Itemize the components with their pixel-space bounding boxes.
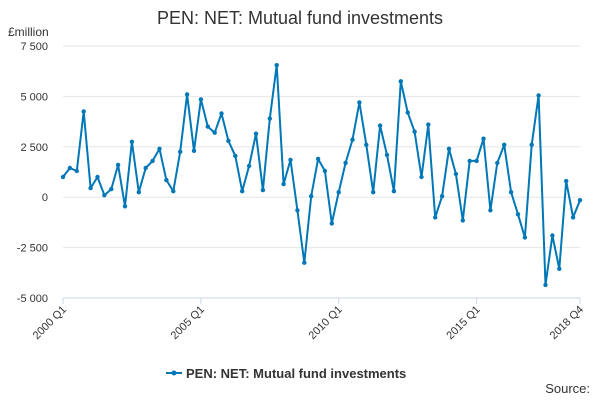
data-point[interactable] — [288, 157, 293, 163]
data-point[interactable] — [67, 165, 73, 171]
y-tick-label: 5 000 — [20, 91, 48, 103]
data-point[interactable] — [377, 123, 383, 128]
data-point[interactable] — [557, 266, 562, 271]
data-point[interactable] — [260, 187, 266, 193]
y-tick-label: 0 — [42, 192, 48, 204]
source-label: Source: — [545, 381, 590, 396]
x-tick-label: 2010 Q1 — [307, 304, 345, 342]
data-point[interactable] — [219, 111, 224, 116]
data-point[interactable] — [302, 260, 307, 265]
data-point[interactable] — [522, 235, 528, 240]
data-point[interactable] — [322, 168, 328, 174]
data-point[interactable] — [150, 158, 155, 164]
data-point[interactable] — [343, 160, 348, 166]
data-point[interactable] — [570, 215, 576, 220]
data-point[interactable] — [81, 109, 86, 114]
data-point[interactable] — [253, 131, 259, 136]
data-point[interactable] — [577, 198, 583, 203]
data-point[interactable] — [495, 160, 500, 166]
data-point[interactable] — [102, 193, 107, 198]
data-point[interactable] — [88, 185, 93, 191]
data-point[interactable] — [198, 97, 204, 102]
data-point[interactable] — [115, 162, 121, 168]
data-point[interactable] — [281, 181, 286, 187]
x-tick-label: 2018 Q4 — [548, 304, 586, 342]
data-point[interactable] — [515, 212, 521, 217]
y-axis-ticks: -5 000 -2 500 0 2 500 5 000 7 500 — [17, 41, 48, 305]
data-point[interactable] — [412, 129, 417, 134]
data-point[interactable] — [364, 142, 369, 147]
data-point[interactable] — [419, 174, 424, 180]
y-tick-label: -5 000 — [17, 293, 48, 305]
data-point[interactable] — [543, 282, 548, 288]
x-tick-label: 2005 Q1 — [169, 304, 207, 342]
data-point[interactable] — [246, 163, 252, 169]
data-point[interactable] — [439, 194, 445, 199]
data-point[interactable] — [184, 92, 190, 97]
chart-title: PEN: NET: Mutual fund investments — [157, 8, 443, 28]
data-point[interactable] — [350, 137, 355, 142]
data-point[interactable] — [226, 138, 231, 143]
data-point[interactable] — [398, 79, 403, 84]
data-point[interactable] — [474, 158, 479, 164]
data-point[interactable] — [95, 174, 100, 180]
data-point[interactable] — [109, 186, 114, 192]
data-point[interactable] — [502, 142, 507, 147]
data-point[interactable] — [508, 190, 514, 195]
data-point[interactable] — [60, 174, 66, 180]
legend-marker-icon — [171, 370, 177, 376]
legend[interactable]: PEN: NET: Mutual fund investments — [166, 366, 406, 381]
data-point[interactable] — [171, 189, 176, 194]
legend-label: PEN: NET: Mutual fund investments — [186, 366, 406, 381]
data-point[interactable] — [488, 208, 493, 213]
data-point[interactable] — [357, 100, 362, 105]
gridlines — [63, 45, 580, 299]
data-point[interactable] — [329, 221, 334, 226]
y-axis-unit-label: £million — [8, 25, 49, 39]
data-point[interactable] — [564, 178, 569, 184]
data-point[interactable] — [550, 233, 555, 238]
data-point[interactable] — [481, 136, 486, 141]
data-point[interactable] — [122, 204, 128, 209]
x-tick-label: 2015 Q1 — [444, 304, 482, 342]
data-point[interactable] — [536, 93, 541, 98]
data-point[interactable] — [460, 218, 465, 223]
data-point[interactable] — [143, 165, 148, 171]
data-point[interactable] — [274, 62, 279, 68]
data-point[interactable] — [178, 149, 183, 154]
y-tick-label: 2 500 — [20, 142, 48, 154]
data-point[interactable] — [384, 152, 390, 158]
x-tick-label: 2000 Q1 — [31, 304, 69, 342]
data-point[interactable] — [453, 171, 459, 177]
data-point[interactable] — [529, 142, 534, 147]
data-point[interactable] — [233, 153, 238, 159]
data-point[interactable] — [129, 139, 135, 144]
data-point[interactable] — [336, 190, 341, 195]
data-point[interactable] — [205, 124, 210, 129]
y-tick-label: 7 500 — [20, 41, 48, 53]
data-point[interactable] — [371, 190, 376, 195]
data-point[interactable] — [433, 215, 438, 220]
data-point[interactable] — [467, 158, 472, 164]
data-point[interactable] — [446, 146, 452, 151]
data-point[interactable] — [267, 116, 272, 121]
data-point[interactable] — [74, 168, 80, 174]
data-point[interactable] — [191, 148, 197, 153]
data-point[interactable] — [295, 208, 300, 213]
data-point[interactable] — [309, 194, 314, 199]
data-point[interactable] — [426, 122, 431, 127]
data-point[interactable] — [315, 156, 321, 162]
data-point[interactable] — [391, 189, 397, 194]
data-point[interactable] — [164, 177, 169, 183]
data-point[interactable] — [157, 146, 162, 151]
series-line — [62, 64, 581, 286]
data-point[interactable] — [136, 190, 141, 195]
series-points — [60, 62, 583, 288]
data-point[interactable] — [405, 110, 410, 115]
data-point[interactable] — [240, 189, 245, 194]
y-tick-label: -2 500 — [17, 243, 48, 255]
x-axis-ticks: 2000 Q1 2005 Q1 2010 Q1 2015 Q1 2018 Q4 — [31, 298, 586, 342]
data-point[interactable] — [212, 130, 217, 135]
